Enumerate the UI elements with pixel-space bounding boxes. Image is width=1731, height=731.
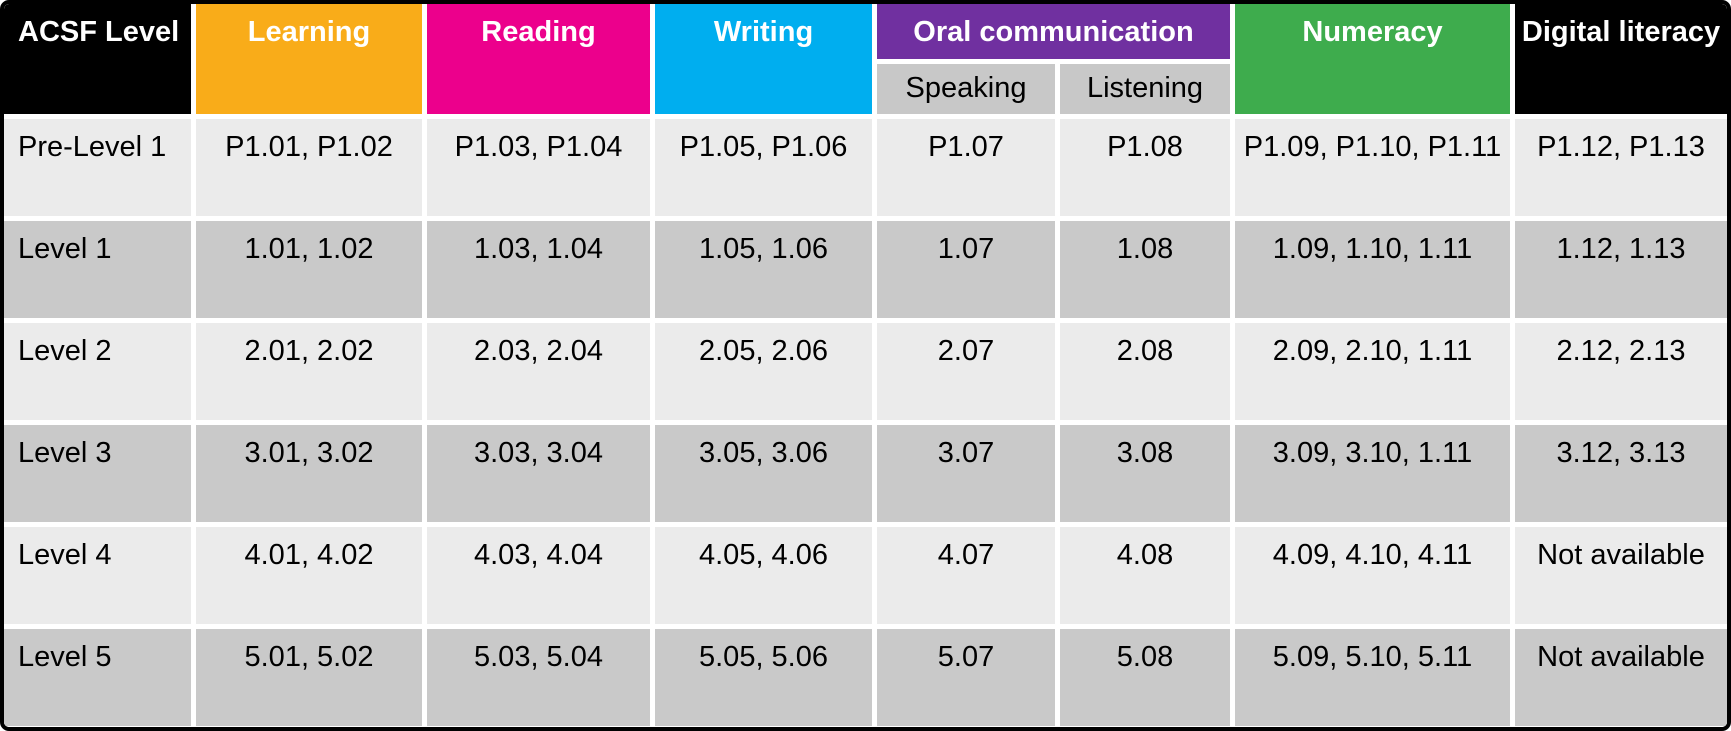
table-cell: 3.07	[877, 425, 1055, 522]
table-cell: P1.08	[1060, 119, 1230, 216]
column-subheader-listening: Listening	[1060, 64, 1230, 114]
row-level-label: Level 5	[4, 629, 191, 726]
column-header-reading: Reading	[427, 4, 650, 114]
table-cell: 1.09, 1.10, 1.11	[1235, 221, 1510, 318]
table-cell: 2.05, 2.06	[655, 323, 872, 420]
table-cell: Not available	[1515, 527, 1727, 624]
column-header-writing: Writing	[655, 4, 872, 114]
table-cell: 2.08	[1060, 323, 1230, 420]
table-cell: 5.07	[877, 629, 1055, 726]
table-grid: ACSF Level Learning Reading Writing Oral…	[4, 4, 1727, 727]
table-cell: 5.08	[1060, 629, 1230, 726]
column-header-digital-literacy: Digital literacy	[1515, 4, 1727, 114]
table-cell: 3.08	[1060, 425, 1230, 522]
table-cell: 1.07	[877, 221, 1055, 318]
table-cell: 3.12, 3.13	[1515, 425, 1727, 522]
table-cell: 2.12, 2.13	[1515, 323, 1727, 420]
table-cell: 3.09, 3.10, 1.11	[1235, 425, 1510, 522]
table-cell: 4.09, 4.10, 4.11	[1235, 527, 1510, 624]
column-header-numeracy: Numeracy	[1235, 4, 1510, 114]
row-level-label: Level 2	[4, 323, 191, 420]
table-cell: P1.07	[877, 119, 1055, 216]
table-cell: P1.01, P1.02	[196, 119, 422, 216]
table-cell: 4.03, 4.04	[427, 527, 650, 624]
table-cell: 3.01, 3.02	[196, 425, 422, 522]
table-cell: 1.03, 1.04	[427, 221, 650, 318]
table-cell: P1.12, P1.13	[1515, 119, 1727, 216]
table-cell: P1.09, P1.10, P1.11	[1235, 119, 1510, 216]
column-subheader-speaking: Speaking	[877, 64, 1055, 114]
table-cell: 1.05, 1.06	[655, 221, 872, 318]
row-level-label: Pre-Level 1	[4, 119, 191, 216]
table-cell: 2.09, 2.10, 1.11	[1235, 323, 1510, 420]
column-header-acsf-level: ACSF Level	[4, 4, 191, 114]
table-cell: 5.09, 5.10, 5.11	[1235, 629, 1510, 726]
table-cell: 1.08	[1060, 221, 1230, 318]
table-cell: 5.01, 5.02	[196, 629, 422, 726]
table-cell: 2.07	[877, 323, 1055, 420]
table-cell: 4.05, 4.06	[655, 527, 872, 624]
table-cell: P1.03, P1.04	[427, 119, 650, 216]
column-header-oral-communication: Oral communication	[877, 4, 1230, 59]
table-cell: 4.08	[1060, 527, 1230, 624]
table-cell: Not available	[1515, 629, 1727, 726]
table-cell: 3.05, 3.06	[655, 425, 872, 522]
table-cell: P1.05, P1.06	[655, 119, 872, 216]
table-cell: 5.03, 5.04	[427, 629, 650, 726]
table-cell: 4.07	[877, 527, 1055, 624]
table-cell: 3.03, 3.04	[427, 425, 650, 522]
table-cell: 1.01, 1.02	[196, 221, 422, 318]
table-cell: 1.12, 1.13	[1515, 221, 1727, 318]
table-cell: 5.05, 5.06	[655, 629, 872, 726]
table-cell: 4.01, 4.02	[196, 527, 422, 624]
row-level-label: Level 3	[4, 425, 191, 522]
table-cell: 2.01, 2.02	[196, 323, 422, 420]
column-header-learning: Learning	[196, 4, 422, 114]
row-level-label: Level 1	[4, 221, 191, 318]
row-level-label: Level 4	[4, 527, 191, 624]
table-cell: 2.03, 2.04	[427, 323, 650, 420]
